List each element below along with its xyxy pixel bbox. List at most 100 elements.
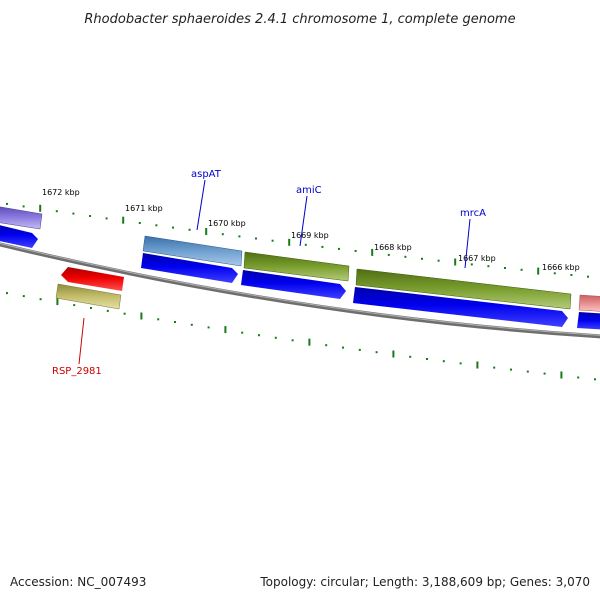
ruler-label: 1671 kbp (125, 204, 163, 213)
minor-tick (258, 334, 260, 337)
minor-tick (442, 360, 445, 363)
minor-tick (594, 378, 596, 381)
major-tick (537, 267, 540, 275)
minor-tick (358, 348, 361, 351)
major-tick (560, 371, 563, 379)
gene-mrcA[interactable] (355, 268, 572, 310)
minor-tick (155, 224, 158, 227)
minor-tick (174, 321, 176, 323)
minor-tick (577, 376, 580, 379)
major-tick (454, 258, 457, 266)
outer-ruler-ticks (6, 202, 589, 278)
minor-tick (510, 368, 512, 371)
major-tick (205, 228, 208, 235)
cds-arrow[interactable] (241, 270, 346, 299)
inner-ruler-ticks (6, 292, 596, 381)
minor-tick (426, 358, 428, 360)
minor-tick (338, 247, 340, 250)
minor-tick (255, 237, 257, 240)
cds-arrow-red[interactable] (61, 267, 124, 291)
major-tick (140, 312, 143, 320)
minor-tick (321, 245, 324, 248)
gene-label-amiC[interactable]: amiC (296, 185, 322, 196)
minor-tick (291, 339, 294, 342)
gene-amiC[interactable] (243, 251, 350, 282)
major-tick (39, 204, 42, 212)
major-tick (308, 338, 311, 346)
minor-tick (39, 298, 42, 301)
minor-tick (55, 210, 58, 213)
minor-tick (157, 318, 160, 321)
ruler-label: 1672 kbp (42, 188, 80, 197)
minor-tick (553, 272, 556, 275)
minor-tick (375, 351, 378, 354)
chromosome-backbone-highlight (0, 242, 600, 336)
minor-tick (73, 304, 76, 307)
minor-tick (274, 336, 277, 339)
minor-tick (72, 212, 75, 215)
major-tick (288, 238, 291, 246)
minor-tick (587, 275, 589, 278)
ruler-label: 1669 kbp (291, 231, 329, 240)
label-leader (464, 218, 471, 269)
minor-tick (22, 205, 25, 208)
minor-tick (504, 267, 506, 269)
minor-tick (387, 253, 390, 256)
minor-tick (543, 372, 546, 375)
map-title: Rhodobacter sphaeroides 2.4.1 chromosome… (84, 12, 515, 27)
minor-tick (22, 295, 25, 298)
minor-tick (409, 355, 412, 358)
minor-tick (6, 202, 8, 205)
gene-feature-pink[interactable] (578, 294, 600, 312)
gene-feature-purple[interactable] (0, 206, 43, 230)
minor-tick (304, 243, 307, 246)
minor-tick (89, 215, 91, 217)
minor-tick (238, 235, 241, 238)
ruler-label: 1667 kbp (458, 254, 496, 263)
major-tick (392, 350, 395, 358)
major-tick (476, 361, 479, 369)
minor-tick (493, 366, 496, 369)
major-tick (224, 326, 227, 334)
label-leader (299, 195, 308, 247)
gene-label-RSP_2981[interactable]: RSP_2981 (52, 366, 102, 377)
minor-tick (123, 312, 126, 315)
cds-arrow[interactable] (0, 224, 38, 248)
minor-tick (221, 233, 224, 236)
minor-tick (6, 292, 8, 295)
minor-tick (342, 346, 344, 349)
topology-summary: Topology: circular; Length: 3,188,609 bp… (259, 575, 590, 589)
major-tick (56, 298, 59, 306)
minor-tick (207, 326, 210, 329)
gene-aspAT[interactable] (142, 235, 243, 267)
minor-tick (487, 265, 490, 268)
cds-arrow[interactable] (353, 287, 568, 327)
ruler-label: 1670 kbp (208, 219, 246, 228)
gene-label-mrcA[interactable]: mrcA (460, 208, 486, 219)
minor-tick (437, 259, 440, 262)
major-tick (122, 216, 125, 224)
gene-label-aspAT[interactable]: aspAT (191, 169, 222, 180)
minor-tick (188, 228, 191, 231)
minor-tick (241, 331, 244, 334)
cds-arrow[interactable] (577, 312, 600, 330)
minor-tick (520, 268, 523, 271)
cds-arrow[interactable] (141, 253, 238, 283)
minor-tick (421, 257, 423, 260)
minor-tick (325, 344, 328, 347)
minor-tick (470, 263, 473, 266)
minor-tick (570, 274, 573, 276)
chromosome-backbone (0, 242, 600, 339)
gene-RSP_2981[interactable] (55, 283, 122, 310)
minor-tick (138, 222, 141, 224)
ruler-label: 1668 kbp (374, 243, 412, 252)
minor-tick (459, 362, 462, 365)
minor-tick (526, 370, 529, 373)
minor-tick (106, 309, 109, 312)
ruler-label: 1666 kbp (542, 263, 580, 272)
minor-tick (271, 239, 274, 242)
minor-tick (354, 250, 357, 252)
minor-tick (404, 255, 407, 258)
minor-tick (172, 226, 174, 229)
